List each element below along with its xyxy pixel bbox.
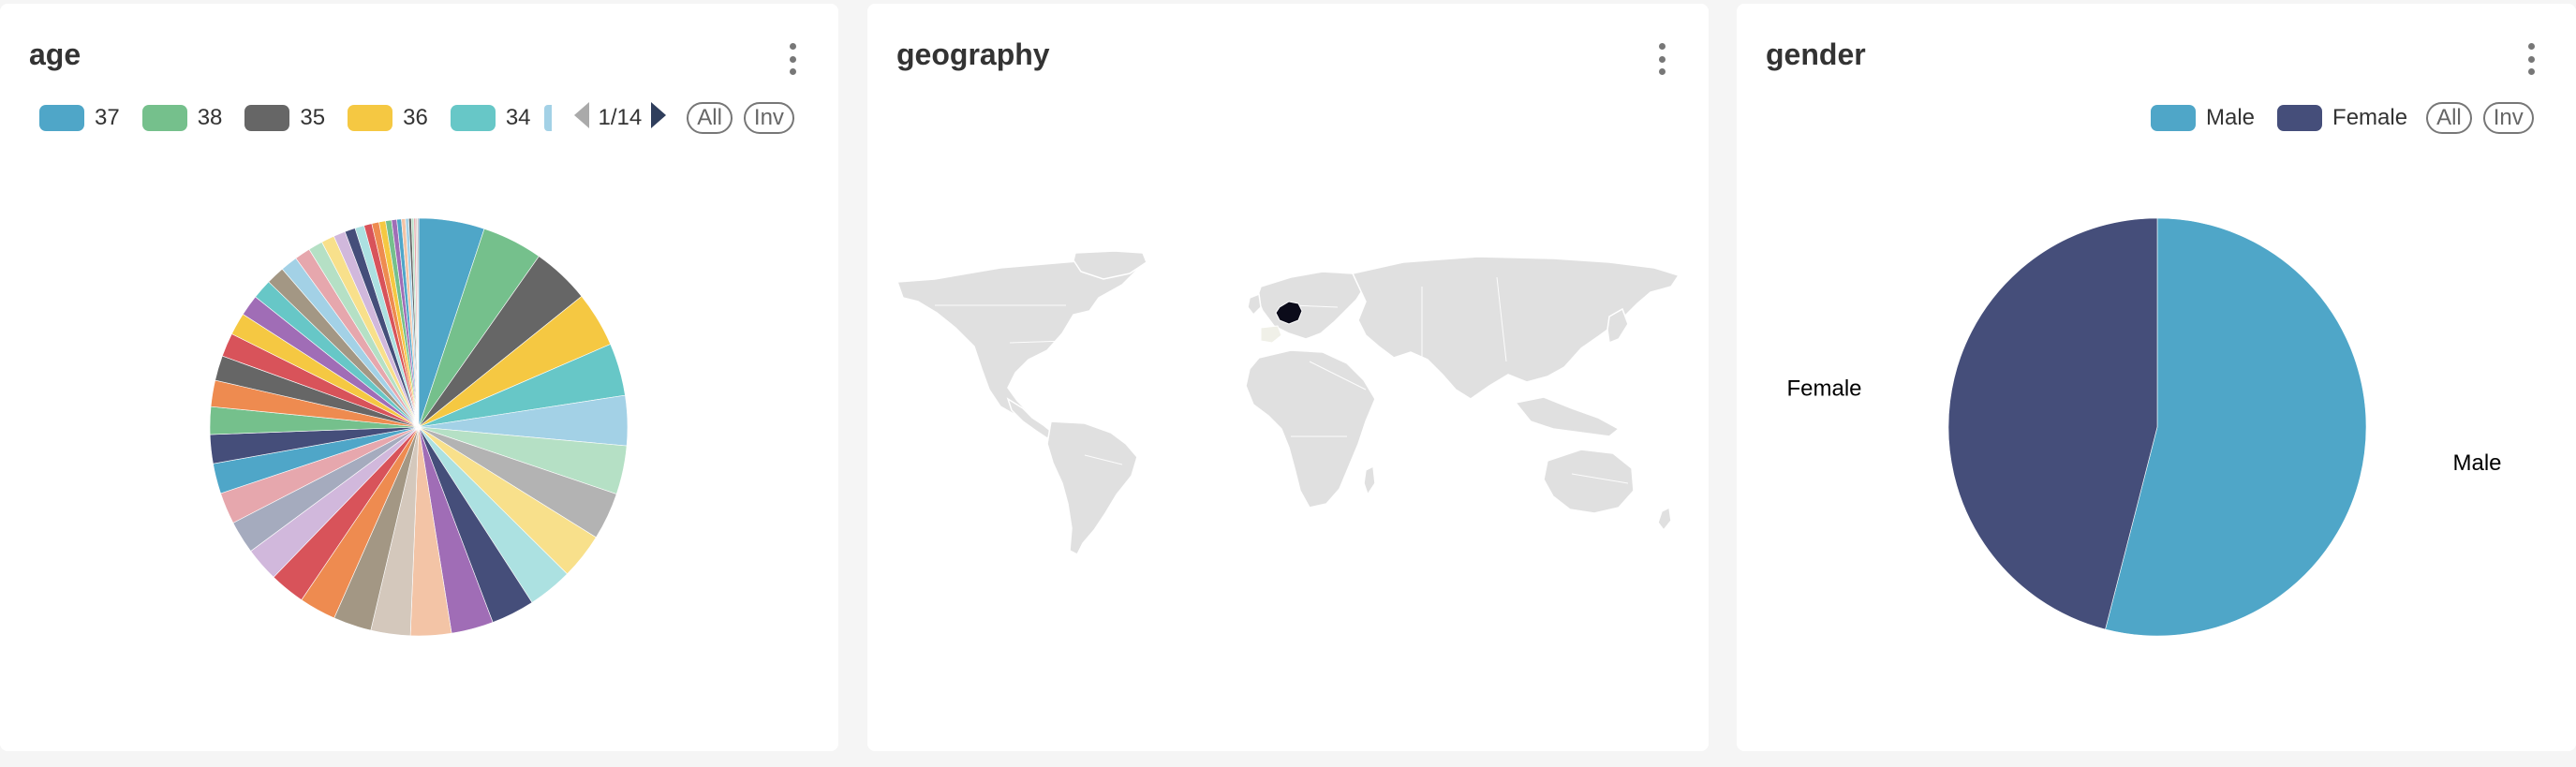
legend-overflow-swatch — [543, 105, 552, 131]
age-pie-chart — [209, 217, 629, 637]
legend-item-male[interactable]: Male — [2151, 105, 2255, 131]
legend-label: Female — [2332, 105, 2408, 130]
geography-panel: geography — [867, 4, 1709, 751]
gender-legend: Male Female All Inv — [2151, 101, 2534, 135]
panel-title: geography — [896, 37, 1050, 71]
map-japan — [1606, 307, 1629, 345]
panel-menu-icon[interactable] — [2520, 43, 2542, 75]
legend-swatch — [141, 105, 187, 131]
legend-swatch — [348, 105, 393, 131]
legend-item-34[interactable]: 34 — [450, 105, 531, 131]
age-panel: age 37 38 35 36 34 1/14 — [0, 4, 838, 751]
legend-all-button[interactable]: All — [687, 102, 733, 134]
legend-item-36[interactable]: 36 — [348, 105, 428, 131]
legend-swatch — [450, 105, 496, 131]
legend-label: Male — [2206, 105, 2256, 130]
legend-swatch — [39, 105, 84, 131]
legend-item-37[interactable]: 37 — [39, 105, 120, 131]
page-indicator: 1/14 — [598, 105, 643, 130]
map-north-america — [897, 258, 1143, 415]
world-map — [897, 250, 1679, 556]
map-africa — [1245, 349, 1376, 509]
legend-item-female[interactable]: Female — [2277, 105, 2407, 131]
legend-label: 34 — [505, 105, 531, 130]
map-asia — [1351, 256, 1679, 400]
legend-label: 35 — [300, 105, 326, 130]
legend-swatch — [2277, 105, 2323, 131]
gender-pie-chart: Male Female — [1786, 217, 2502, 637]
age-legend: 37 38 35 36 34 1/14 All Inv — [39, 101, 794, 135]
map-new-zealand — [1657, 506, 1672, 532]
gender-panel: gender Male Female All Inv Male Female — [1737, 4, 2576, 751]
gender-pie-slice[interactable] — [2105, 217, 2367, 637]
map-uk — [1247, 292, 1262, 317]
gender-slice-label: Male — [2452, 450, 2501, 476]
next-page-icon[interactable] — [651, 101, 667, 135]
gender-slice-label: Female — [1786, 376, 1861, 401]
legend-item-35[interactable]: 35 — [244, 105, 325, 131]
map-madagascar — [1363, 465, 1376, 496]
panel-menu-icon[interactable] — [1651, 43, 1673, 75]
legend-swatch — [244, 105, 290, 131]
legend-label: 36 — [403, 105, 428, 130]
legend-item-38[interactable]: 38 — [141, 105, 223, 131]
legend-inverse-button[interactable]: Inv — [2482, 102, 2534, 134]
age-pie-slice[interactable] — [417, 217, 420, 428]
gender-pie-slice[interactable] — [1947, 217, 2158, 630]
panel-menu-icon[interactable] — [781, 43, 804, 75]
legend-inverse-button[interactable]: Inv — [743, 102, 794, 134]
legend-all-button[interactable]: All — [2426, 102, 2472, 134]
map-australia — [1543, 449, 1635, 514]
map-spain — [1260, 325, 1282, 344]
legend-swatch — [2151, 105, 2196, 131]
legend-label: 38 — [197, 105, 223, 130]
legend-pager: 1/14 — [565, 101, 676, 135]
map-southeast-asia — [1514, 396, 1621, 437]
map-france-highlight — [1275, 301, 1303, 325]
map-south-america — [1046, 420, 1138, 556]
panel-title: age — [29, 37, 81, 71]
legend-label: 37 — [95, 105, 120, 130]
map-greenland — [1073, 250, 1147, 280]
panel-title: gender — [1766, 37, 1866, 71]
prev-page-icon[interactable] — [573, 101, 589, 135]
map-central-america — [1006, 397, 1055, 439]
